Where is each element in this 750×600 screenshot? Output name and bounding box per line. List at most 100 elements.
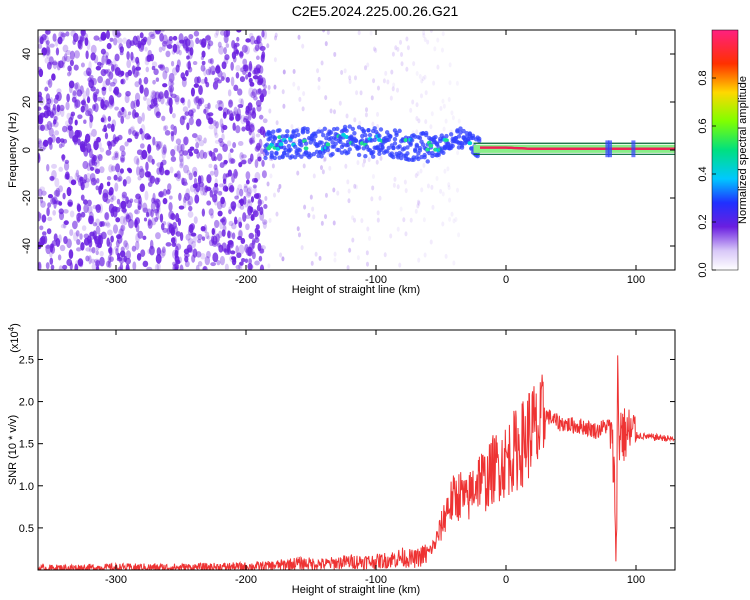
spectrogram-cell [129,126,135,135]
spectrogram-cell [245,214,251,219]
tracked-signal-cell [352,131,357,136]
spectrogram-cell [336,190,340,196]
spectrogram-cell [187,238,194,245]
spectrogram-cell [436,37,440,43]
tracked-signal-cell [338,139,343,145]
spectrogram-cell [248,87,254,97]
spectrogram-cell [151,61,158,68]
spectrogram-cell [255,55,260,61]
spectrogram-cell [73,232,79,242]
spectrogram-cell [346,265,350,270]
spectrogram-cell [208,239,214,247]
spectrogram-cell [172,113,176,119]
spectrogram-cell [448,62,452,68]
spectrogram-cell [188,117,194,126]
spectrogram-cell [371,185,375,191]
snr-frame [37,329,676,571]
spectrogram-cell [42,35,49,43]
spectrogram-cell [239,261,244,266]
spectrogram-cell [42,49,46,58]
spectrogram-cell [39,112,46,118]
tracked-signal-cell [411,157,416,162]
spectrogram-cell [197,98,203,107]
tracked-signal-cell [272,155,278,161]
spectrogram-y-tick-label: -20 [21,190,33,206]
spectrogram-cell [170,132,175,142]
spectrogram-cell [248,77,253,84]
spectrogram-cell [146,171,152,178]
tracked-signal-cell [285,129,290,134]
spectrogram-cell [137,116,143,125]
tracked-signal-cell [399,155,404,161]
spectrogram-cell [40,235,46,246]
spectrogram-cell [83,70,90,77]
spectrogram-cell [224,36,229,44]
spectrogram-cell [161,248,167,257]
snr-y-tick-label: 1.0 [19,481,34,493]
spectrogram-cell [93,161,97,167]
spectrogram-cell [416,199,420,205]
spectrogram-cell [253,185,257,194]
spectrogram-cell [204,256,211,266]
spectrogram-cell [85,255,90,262]
spectrogram-cell [123,216,128,226]
spectrogram-cell [162,144,167,154]
spectrogram-cell [186,55,190,60]
spectrogram-cell [241,126,246,132]
spectrogram-cell [415,129,419,135]
spectrogram-cell [400,61,404,67]
spectrogram-cell [100,31,107,41]
chart-title: C2E5.2024.225.00.26.G21 [292,3,459,19]
spectrogram-cell [212,80,219,90]
tracked-signal-cell [321,133,326,138]
spectrogram-cell [93,35,100,41]
spectrogram-cell [109,37,114,42]
spectrogram-cell [217,210,223,217]
spectrogram-cell [106,42,112,50]
spectrogram-cell [173,145,180,152]
spectrogram-cell [273,57,277,63]
spectrogram-cell [101,114,106,123]
spectrogram-cell [328,165,332,171]
spectrogram-cell [58,31,63,39]
spectrogram-cell [106,229,113,236]
spectrogram-cell [416,171,420,177]
spectrogram-cell [238,98,243,104]
spectrogram-cell [232,55,237,63]
tracked-signal-cell [448,132,454,137]
spectrogram-cell [254,260,260,266]
spectrogram-cell [110,235,114,243]
spectrogram-cell [58,185,63,193]
spectrogram-cell [96,177,100,184]
spectrogram-cell [83,199,88,205]
spectrogram-cell [139,128,143,135]
spectrogram-cell [114,106,119,111]
spectrogram-cell [63,235,68,245]
spectrogram-cell [181,97,186,106]
spectrogram-cell [187,195,194,206]
snr-exponent-power: 4 [7,326,16,331]
spectrogram-cell [79,233,83,240]
spectrogram-cell [186,169,191,176]
tracked-signal-cell [303,141,309,146]
spectrogram-cell [441,98,445,104]
tracked-signal-cell [319,129,324,134]
spectrogram-cell [179,162,184,169]
spectrogram-cell [115,163,121,173]
spectrogram-cell [213,167,219,178]
spectrogram-cell [218,183,224,188]
spectrogram-cell [109,246,113,256]
spectrogram-cell [424,119,428,125]
spectrogram-cell [88,159,93,167]
spectrogram-cell [447,185,451,191]
spectrogram-cell [268,217,272,223]
spectrogram-cell [58,60,64,69]
spectrogram-cell [87,199,92,207]
tracked-signal-cell [419,154,424,160]
tracked-signal-cell [363,153,368,159]
spectrogram-cell [162,70,168,80]
spectrogram-cell [211,240,218,247]
spectrogram-cell [38,142,41,148]
spectrogram-cell [233,106,238,116]
spectrogram-cell [239,152,244,160]
